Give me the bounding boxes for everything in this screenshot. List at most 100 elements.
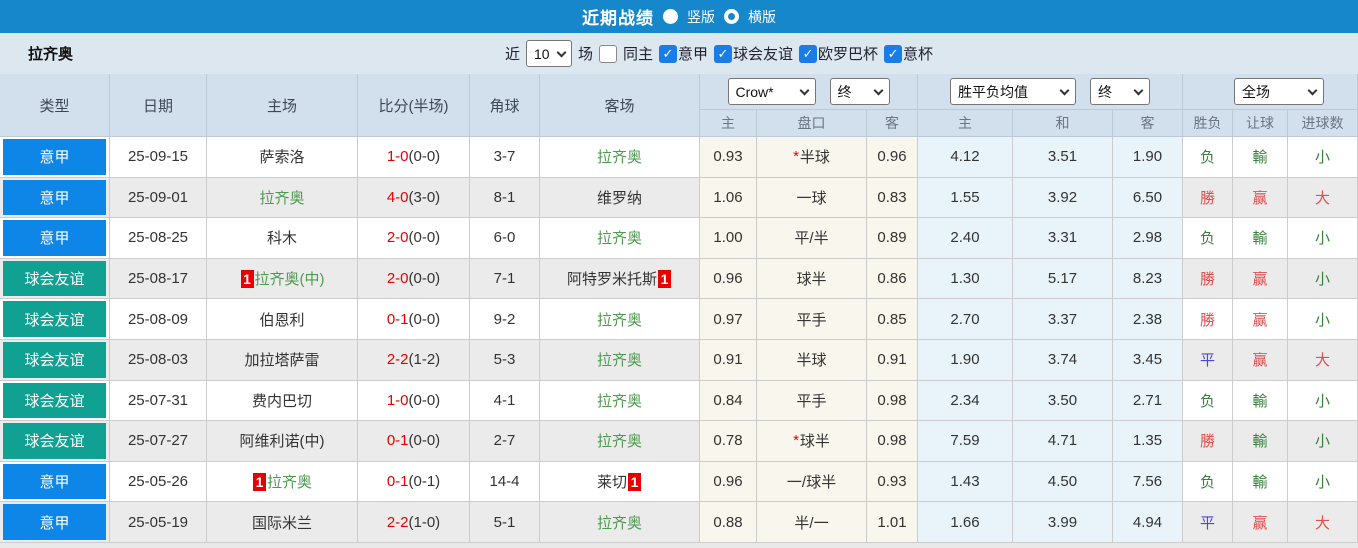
league-type-badge: 球会友谊 <box>3 423 106 459</box>
odds-time-select[interactable]: 终 <box>829 78 890 105</box>
corners-cell: 3-7 <box>470 137 540 178</box>
handicap-star-marker: * <box>793 148 799 166</box>
home-team-cell[interactable]: 费内巴切 <box>207 380 358 422</box>
away-team-cell[interactable]: 拉齐奥 <box>540 502 700 543</box>
handicap-result-cell: 輸 <box>1233 421 1288 462</box>
date-cell: 25-05-19 <box>110 502 207 543</box>
handicap-text: 平/半 <box>794 230 829 248</box>
recent-count-value: 10 <box>533 45 550 62</box>
handicap-result-cell: 赢 <box>1233 502 1288 543</box>
league-type-badge: 球会友谊 <box>3 301 106 337</box>
home-team-cell[interactable]: 科木 <box>207 218 358 259</box>
team-name-text: 拉齐奥 <box>596 352 642 370</box>
team-name-text: 萨索洛 <box>259 149 305 167</box>
handicap-result-cell: 赢 <box>1233 177 1288 219</box>
home-team-cell[interactable]: 阿维利诺(中) <box>207 421 358 462</box>
away-team-cell[interactable]: 拉齐奥 <box>540 380 700 422</box>
handicap-result-cell: 赢 <box>1233 258 1288 300</box>
team-name-text: 莱切 <box>596 474 627 492</box>
mean-home-cell: 7.59 <box>918 421 1013 462</box>
coppa-checkbox[interactable]: ✓ <box>884 44 903 63</box>
odds-company-select[interactable]: Crow* <box>727 78 816 105</box>
date-cell: 25-07-27 <box>110 421 207 462</box>
league-type-badge: 球会友谊 <box>3 382 106 419</box>
corners-cell: 6-0 <box>470 218 540 259</box>
mean-draw-cell: 3.37 <box>1013 299 1113 340</box>
horizontal-layout-label[interactable]: 横版 <box>748 8 776 25</box>
chevron-down-icon <box>1133 85 1144 95</box>
mean-draw-cell: 4.71 <box>1013 421 1113 462</box>
mean-away-cell: 4.94 <box>1113 502 1183 543</box>
scope-header-group: 全场 <box>1183 74 1358 110</box>
team-name-text: 维罗纳 <box>596 189 642 207</box>
goals-result-cell: 小 <box>1288 299 1358 340</box>
away-team-cell[interactable]: 拉齐奥 <box>540 299 700 340</box>
home-odds-cell: 1.06 <box>700 177 757 219</box>
mean-time-select[interactable]: 终 <box>1090 78 1150 105</box>
halftime-score: (1-2) <box>408 351 441 369</box>
vertical-layout-label[interactable]: 竖版 <box>687 8 715 25</box>
score-cell: 2-2 (1-0) <box>358 502 470 543</box>
home-team-cell[interactable]: 1 拉齐奥 <box>207 461 358 503</box>
sub-header-4: 和 <box>1013 110 1113 137</box>
league-type-badge: 意甲 <box>3 220 106 256</box>
home-team-cell[interactable]: 国际米兰 <box>207 502 358 543</box>
league-filter-coppa: ✓ 意杯 <box>884 43 933 64</box>
halftime-score: (0-0) <box>408 432 441 450</box>
home-team-cell[interactable]: 1 拉齐奥(中) <box>207 258 358 300</box>
goals-result-cell: 小 <box>1288 421 1358 462</box>
league-type-cell: 球会友谊 <box>0 339 110 381</box>
date-cell: 25-08-17 <box>110 258 207 300</box>
league-filter-friendly: ✓ 球会友谊 <box>714 43 793 64</box>
home-team-cell[interactable]: 拉齐奥 <box>207 177 358 219</box>
team-name-text: 国际米兰 <box>251 514 312 532</box>
home-team-cell[interactable]: 加拉塔萨雷 <box>207 339 358 381</box>
corners-cell: 9-2 <box>470 299 540 340</box>
mean-away-cell: 3.45 <box>1113 339 1183 381</box>
scope-select[interactable]: 全场 <box>1234 78 1324 105</box>
halftime-score: (0-0) <box>408 310 441 328</box>
col-header-corners: 角球 <box>470 74 540 137</box>
serie-a-checkbox[interactable]: ✓ <box>658 44 677 63</box>
match-result-cell: 负 <box>1183 380 1233 422</box>
away-team-cell[interactable]: 莱切 1 <box>540 461 700 503</box>
friendly-checkbox[interactable]: ✓ <box>714 44 732 63</box>
league-type-badge: 球会友谊 <box>3 341 106 378</box>
home-team-cell[interactable]: 伯恩利 <box>207 299 358 340</box>
halftime-score: (1-0) <box>408 513 441 531</box>
recent-count-select[interactable]: 10 <box>525 40 572 67</box>
mean-type-value: 胜平负均值 <box>958 83 1028 100</box>
away-odds-cell: 0.91 <box>867 339 918 381</box>
sub-header-0: 主 <box>700 110 757 137</box>
away-team-cell[interactable]: 拉齐奥 <box>540 218 700 259</box>
away-team-cell[interactable]: 维罗纳 <box>540 177 700 219</box>
mean-away-cell: 7.56 <box>1113 461 1183 503</box>
fulltime-score: 0-1 <box>386 432 409 450</box>
date-cell: 25-05-26 <box>110 461 207 503</box>
mean-home-cell: 2.40 <box>918 218 1013 259</box>
date-cell: 25-09-01 <box>110 177 207 219</box>
mean-home-cell: 1.90 <box>918 339 1013 381</box>
vertical-layout-radio[interactable] <box>663 9 678 24</box>
away-team-cell[interactable]: 拉齐奥 <box>540 421 700 462</box>
match-result-cell: 平 <box>1183 502 1233 543</box>
home-odds-cell: 0.78 <box>700 421 757 462</box>
handicap-cell: 一球 <box>757 177 867 219</box>
horizontal-layout-radio[interactable] <box>724 9 739 24</box>
away-odds-cell: 0.96 <box>867 137 918 178</box>
odds-company-value: Crow* <box>735 83 774 100</box>
chevron-down-icon <box>1307 85 1318 95</box>
away-team-cell[interactable]: 阿特罗米托斯 1 <box>540 258 700 300</box>
mean-type-select[interactable]: 胜平负均值 <box>950 78 1076 105</box>
away-team-cell[interactable]: 拉齐奥 <box>540 137 700 178</box>
europa-checkbox[interactable]: ✓ <box>799 44 818 63</box>
mean-home-cell: 1.66 <box>918 502 1013 543</box>
same-home-checkbox[interactable] <box>598 44 617 63</box>
mean-draw-cell: 4.50 <box>1013 461 1113 503</box>
away-team-cell[interactable]: 拉齐奥 <box>540 339 700 381</box>
corners-cell: 14-4 <box>470 461 540 503</box>
score-cell: 0-1 (0-1) <box>358 461 470 503</box>
home-team-cell[interactable]: 萨索洛 <box>207 137 358 178</box>
handicap-text: 球半 <box>796 271 827 289</box>
